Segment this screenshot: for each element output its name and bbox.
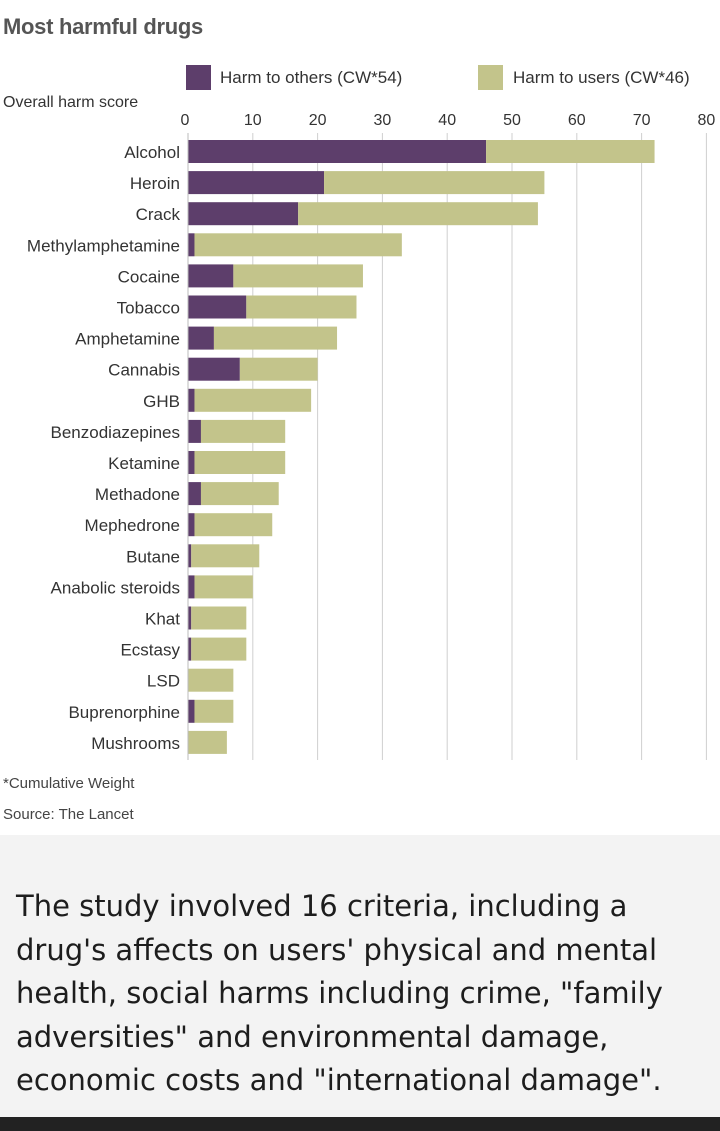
category-label-lsd: LSD bbox=[147, 672, 180, 691]
bar-cocaine-others bbox=[188, 264, 234, 288]
y-axis-label: Overall harm score bbox=[3, 94, 139, 111]
bar-khat-users bbox=[191, 606, 247, 630]
x-tick-label-10: 10 bbox=[244, 112, 262, 129]
bar-anabolic-steroids-others bbox=[188, 575, 195, 599]
legend-label-harm-to-others: Harm to others (CW*54) bbox=[220, 68, 403, 87]
x-tick-label-80: 80 bbox=[698, 112, 716, 129]
bar-cocaine-users bbox=[233, 264, 363, 288]
x-tick-label-20: 20 bbox=[309, 112, 327, 129]
x-tick-label-40: 40 bbox=[438, 112, 456, 129]
caption-panel: The study involved 16 criteria, includin… bbox=[0, 835, 720, 1117]
category-label-cannabis: Cannabis bbox=[108, 361, 180, 380]
category-label-methadone: Methadone bbox=[95, 485, 180, 504]
bar-alcohol-users bbox=[486, 140, 655, 163]
bar-buprenorphine-users bbox=[194, 699, 234, 723]
bar-tobacco-others bbox=[188, 295, 247, 319]
bar-chart: 0 10 20 30 40 50 60 70 80 Alcohol Heroin Crack Methy… bbox=[27, 112, 716, 760]
category-label-crack: Crack bbox=[136, 205, 181, 224]
category-label-mushrooms: Mushrooms bbox=[91, 734, 180, 753]
bar-buprenorphine-others bbox=[188, 699, 195, 723]
bar-butane-others bbox=[188, 544, 192, 568]
category-label-cocaine: Cocaine bbox=[118, 267, 180, 286]
bar-tobacco-users bbox=[246, 295, 357, 319]
bar-mushrooms-users bbox=[188, 730, 227, 754]
legend-swatch-harm-to-users bbox=[478, 65, 503, 90]
bar-ghb-users bbox=[194, 388, 312, 412]
bar-cannabis-others bbox=[188, 357, 240, 381]
category-label-khat: Khat bbox=[145, 610, 180, 629]
category-label-ghb: GHB bbox=[143, 392, 180, 411]
category-label-tobacco: Tobacco bbox=[117, 299, 180, 318]
bar-heroin-users bbox=[324, 171, 545, 195]
bar-ghb-others bbox=[188, 388, 195, 412]
bar-ketamine-users bbox=[194, 451, 286, 474]
category-label-ecstasy: Ecstasy bbox=[120, 641, 180, 660]
category-label-anabolic-steroids: Anabolic steroids bbox=[51, 578, 180, 597]
bar-methylamphetamine-others bbox=[188, 233, 195, 257]
bar-methadone-users bbox=[200, 482, 279, 506]
cumulative-weight-footnote: *Cumulative Weight bbox=[3, 775, 135, 792]
bar-alcohol-others bbox=[188, 140, 487, 163]
bar-anabolic-steroids-users bbox=[194, 575, 253, 599]
chart-panel: Most harmful drugs Overall harm score Ha… bbox=[3, 14, 716, 823]
bar-mephedrone-users bbox=[194, 513, 273, 537]
chart-title: Most harmful drugs bbox=[3, 14, 203, 39]
bar-ketamine-others bbox=[188, 451, 195, 474]
bar-crack-users bbox=[298, 202, 538, 226]
bar-heroin-others bbox=[188, 171, 325, 195]
bar-benzodiazepines-others bbox=[188, 419, 201, 443]
bar-lsd-users bbox=[188, 668, 234, 692]
x-tick-label-70: 70 bbox=[633, 112, 651, 129]
category-label-amphetamine: Amphetamine bbox=[75, 330, 180, 349]
bar-khat-others bbox=[188, 606, 192, 630]
category-label-butane: Butane bbox=[126, 547, 180, 566]
x-tick-label-0: 0 bbox=[181, 112, 190, 129]
x-tick-label-50: 50 bbox=[503, 112, 521, 129]
category-label-alcohol: Alcohol bbox=[124, 143, 180, 162]
legend-label-harm-to-users: Harm to users (CW*46) bbox=[513, 68, 690, 87]
bar-benzodiazepines-users bbox=[200, 419, 286, 443]
source-note: Source: The Lancet bbox=[3, 806, 134, 823]
bar-ecstasy-users bbox=[191, 637, 247, 661]
bar-crack-others bbox=[188, 202, 299, 226]
bar-methylamphetamine-users bbox=[194, 233, 402, 257]
caption-text: The study involved 16 criteria, includin… bbox=[16, 889, 663, 1097]
bar-butane-users bbox=[191, 544, 260, 568]
bar-amphetamine-others bbox=[188, 326, 214, 350]
category-label-methylamphetamine: Methylamphetamine bbox=[27, 236, 180, 255]
category-label-buprenorphine: Buprenorphine bbox=[68, 703, 180, 722]
bar-amphetamine-users bbox=[213, 326, 338, 350]
x-tick-label-60: 60 bbox=[568, 112, 586, 129]
category-label-heroin: Heroin bbox=[130, 174, 180, 193]
category-label-mephedrone: Mephedrone bbox=[85, 516, 180, 535]
bar-ecstasy-others bbox=[188, 637, 192, 661]
x-tick-label-30: 30 bbox=[374, 112, 392, 129]
bar-methadone-others bbox=[188, 482, 201, 506]
legend-swatch-harm-to-others bbox=[186, 65, 211, 90]
category-label-benzodiazepines: Benzodiazepines bbox=[51, 423, 180, 442]
category-label-ketamine: Ketamine bbox=[108, 454, 180, 473]
bottom-bar bbox=[0, 1117, 720, 1131]
bar-mephedrone-others bbox=[188, 513, 195, 537]
bar-cannabis-users bbox=[239, 357, 318, 381]
